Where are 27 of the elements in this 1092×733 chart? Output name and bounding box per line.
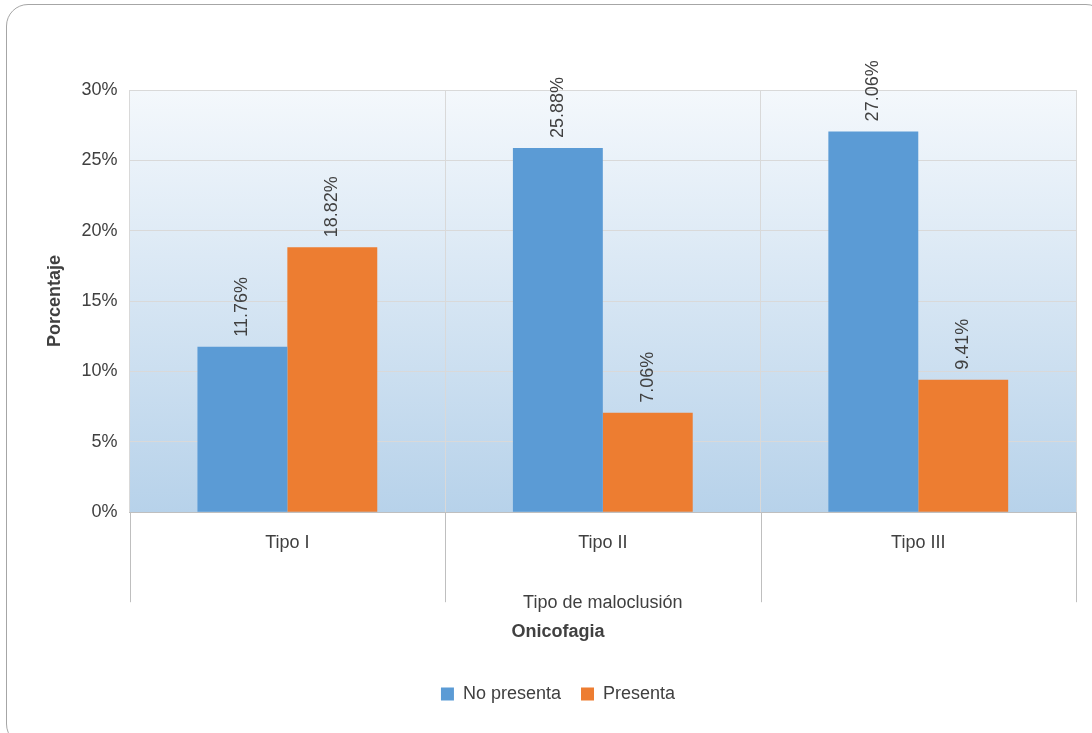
y-tick-label: 30%	[81, 78, 118, 99]
data-label: 11.76%	[231, 276, 252, 337]
x-tick-label: Tipo II	[578, 531, 628, 552]
data-label: 27.06%	[862, 60, 883, 122]
y-tick-label: 5%	[91, 430, 118, 451]
data-label: 25.88%	[546, 76, 567, 138]
legend-label: No presenta	[462, 682, 562, 703]
bar	[918, 379, 1009, 512]
data-label: 18.82%	[321, 176, 342, 238]
data-label: 9.41%	[952, 318, 973, 370]
x-tick-label: Tipo I	[265, 531, 310, 552]
y-axis-title: Porcentaje	[43, 255, 64, 348]
legend-title: Onicofagia	[511, 621, 606, 642]
bar	[602, 412, 693, 512]
y-tick-label: 0%	[91, 501, 118, 522]
legend-label: Presenta	[603, 682, 677, 703]
y-tick-label: 10%	[81, 360, 118, 381]
bar	[287, 247, 378, 512]
x-axis-title: Tipo de maloclusión	[523, 591, 683, 612]
data-label: 7.06%	[636, 351, 657, 403]
y-tick-label: 15%	[81, 290, 118, 311]
y-tick-label: 25%	[81, 149, 118, 170]
y-tick-label: 20%	[81, 219, 118, 240]
x-tick-label: Tipo III	[891, 531, 946, 552]
bar	[512, 147, 603, 512]
bar	[197, 346, 288, 512]
bar	[828, 131, 919, 512]
